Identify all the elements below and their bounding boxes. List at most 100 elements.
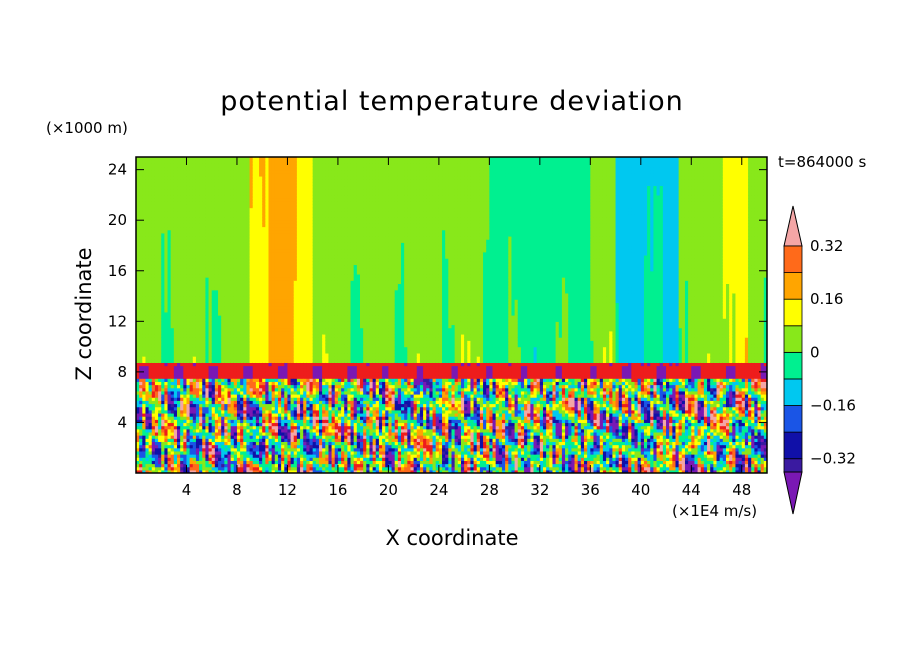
heatmap-cell [139, 254, 143, 259]
heatmap-cell [189, 378, 194, 382]
heatmap-cell [164, 397, 169, 401]
heatmap-cell [192, 210, 197, 215]
heatmap-cell [192, 264, 197, 269]
heatmap-cell [161, 213, 165, 218]
heatmap-cell [205, 321, 210, 326]
heatmap-cell [180, 315, 184, 319]
heatmap-cell [186, 220, 191, 224]
heatmap-cell [170, 299, 175, 303]
heatmap-cell [195, 283, 200, 288]
heatmap-cell [199, 349, 203, 354]
heatmap-cell [173, 289, 178, 294]
heatmap-cell [136, 258, 140, 262]
heatmap-cell [180, 428, 184, 433]
heatmap-cell [154, 251, 159, 256]
heatmap-cell [161, 248, 165, 253]
heatmap-cell [186, 463, 191, 468]
heatmap-cell [145, 286, 150, 291]
heatmap-cell [180, 365, 184, 370]
heatmap-cell [192, 450, 197, 455]
heatmap-cell [136, 264, 140, 269]
heatmap-cell [164, 356, 169, 360]
heatmap-cell [139, 362, 143, 367]
heatmap-cell [139, 457, 143, 461]
heatmap-cell [170, 381, 175, 386]
heatmap-cell [183, 254, 188, 259]
heatmap-cell [183, 419, 188, 424]
heatmap-cell [189, 409, 194, 414]
heatmap-cell [180, 172, 184, 177]
heatmap-cell [186, 368, 191, 373]
heatmap-cell [177, 198, 181, 202]
heatmap-cell [186, 213, 191, 218]
heatmap-cell [167, 349, 172, 354]
heatmap-cell [158, 166, 162, 171]
heatmap-cell [148, 356, 153, 360]
heatmap-cell [161, 311, 165, 316]
heatmap-cell [164, 213, 169, 218]
heatmap-cell [158, 340, 162, 345]
heatmap-cell [161, 359, 165, 363]
heatmap-cell [167, 261, 172, 266]
heatmap-cell [167, 422, 172, 427]
heatmap-cell [183, 403, 188, 408]
heatmap-cell [199, 343, 203, 348]
heatmap-cell [195, 182, 200, 187]
heatmap-cell [148, 378, 153, 382]
heatmap-cell [148, 315, 153, 319]
heatmap-cell [161, 305, 165, 310]
heatmap-cell [173, 390, 178, 395]
heatmap-cell [136, 450, 140, 455]
heatmap-cell [192, 201, 197, 205]
heatmap-cell [180, 264, 184, 269]
heatmap-cell [164, 378, 169, 382]
heatmap-cell [183, 232, 188, 237]
heatmap-cell [158, 349, 162, 354]
heatmap-cell [195, 390, 200, 395]
heatmap-cell [192, 378, 197, 382]
heatmap-cell [202, 346, 206, 351]
heatmap-cell [154, 163, 159, 168]
heatmap-cell [180, 220, 184, 224]
heatmap-cell [186, 438, 191, 442]
heatmap-cell [167, 229, 172, 234]
heatmap-cell [148, 324, 153, 329]
heatmap-cell [164, 191, 169, 196]
heatmap-cell [170, 201, 175, 205]
heatmap-cell [177, 416, 181, 420]
heatmap-cell [202, 175, 206, 180]
heatmap-cell [164, 412, 169, 417]
heatmap-cell [139, 422, 143, 427]
heatmap-cell [192, 157, 197, 161]
heatmap-cell [142, 194, 147, 199]
heatmap-cell [189, 201, 194, 205]
heatmap-cell [177, 194, 181, 199]
heatmap-cell [167, 157, 172, 161]
heatmap-cell [173, 428, 178, 433]
heatmap-cell [136, 188, 140, 193]
heatmap-cell [189, 166, 194, 171]
heatmap-cell [154, 340, 159, 345]
x-axis-label: X coordinate [0, 526, 904, 550]
heatmap-cell [151, 340, 156, 345]
heatmap-cell [164, 248, 169, 253]
heatmap-cell [177, 343, 181, 348]
heatmap-cell [167, 438, 172, 442]
heatmap-cell [180, 333, 184, 338]
heatmap-cell [145, 352, 150, 357]
heatmap-cell [136, 160, 140, 164]
heatmap-cell [145, 412, 150, 417]
heatmap-cell [158, 441, 162, 446]
heatmap-cell [139, 403, 143, 408]
heatmap-cell [199, 185, 203, 190]
heatmap-cell [154, 160, 159, 164]
heatmap-cell [139, 286, 143, 291]
heatmap-cell [148, 169, 153, 174]
heatmap-cell [139, 340, 143, 345]
heatmap-cell [167, 198, 172, 202]
heatmap-cell [173, 412, 178, 417]
heatmap-cell [195, 261, 200, 266]
heatmap-cell [158, 217, 162, 221]
heatmap-cell [183, 204, 188, 209]
heatmap-cell [142, 236, 147, 240]
